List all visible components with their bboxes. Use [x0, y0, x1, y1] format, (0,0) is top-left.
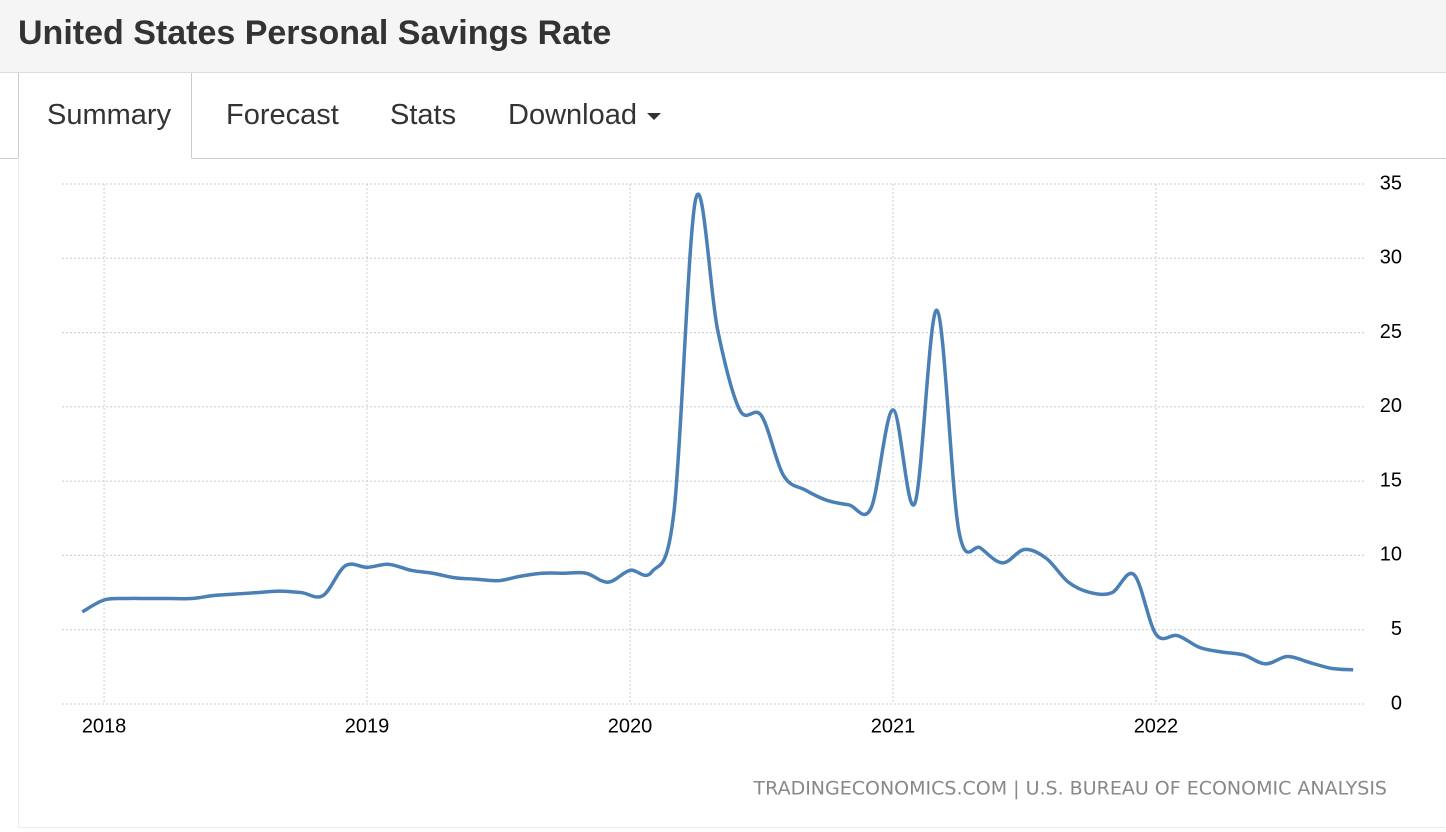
- tab[interactable]: Summary: [18, 73, 193, 159]
- tab-bar: Summary Forecast Stats Download: [0, 73, 1446, 159]
- tab[interactable]: Stats: [390, 99, 457, 131]
- y-tick-label: 0: [1391, 692, 1402, 714]
- y-tick-label: 5: [1391, 618, 1402, 640]
- header: United States Personal Savings Rate: [0, 0, 1446, 73]
- x-tick-label: 2021: [871, 715, 916, 737]
- source: TRADINGECONOMICS.COM | U.S. BUREAU OF EC…: [753, 778, 1387, 800]
- tab[interactable]: Forecast: [226, 99, 339, 131]
- y-tick-label: 15: [1380, 469, 1402, 491]
- y-tick-label: 10: [1380, 544, 1402, 566]
- y-tick-label: 35: [1380, 172, 1402, 194]
- x-tick-label: 2020: [608, 715, 653, 737]
- x-tick-label: 2019: [345, 715, 390, 737]
- tab[interactable]: Download: [508, 73, 663, 158]
- y-tick-label: 25: [1380, 321, 1402, 343]
- line: [81, 192, 1354, 672]
- dropdown-caret: [647, 113, 662, 121]
- y-tick-label: 30: [1380, 247, 1402, 269]
- chart-panel: [18, 159, 1446, 828]
- x-tick-label: 2022: [1134, 715, 1179, 737]
- page-title: United States Personal Savings Rate: [18, 14, 612, 52]
- x-tick-label: 2018: [82, 715, 127, 737]
- tab-label: Download: [508, 99, 637, 131]
- y-tick-label: 20: [1380, 395, 1402, 417]
